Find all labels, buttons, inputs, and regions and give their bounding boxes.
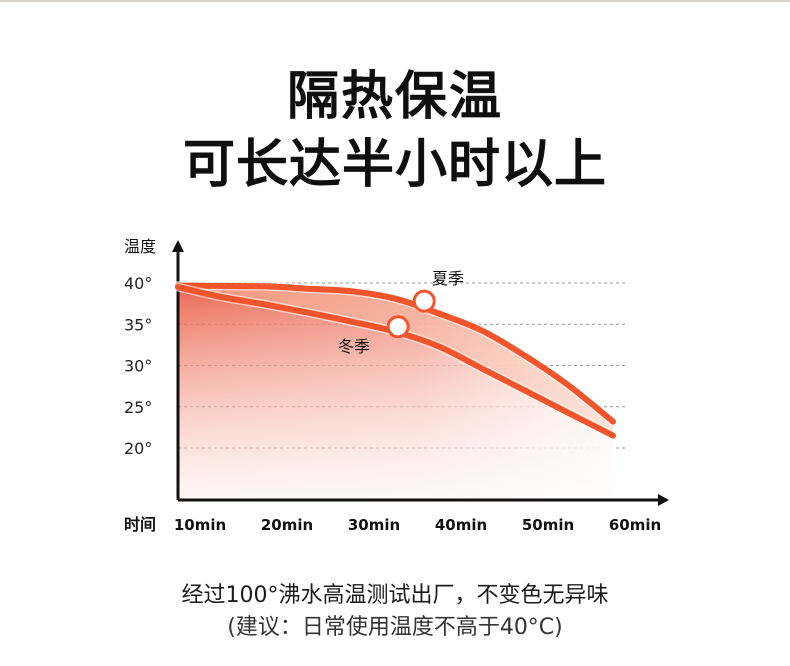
- y-tick-label: 20°: [124, 439, 152, 458]
- summer-label: 夏季: [432, 269, 464, 288]
- headline-line2: 可长达半小时以上: [182, 135, 607, 195]
- summer-line: [175, 282, 616, 425]
- footer-note: 经过100°沸水高温测试出厂，不变色无异味: [181, 583, 609, 608]
- y-tick-label: 35°: [124, 315, 152, 334]
- x-tick-label: 60min: [609, 516, 661, 534]
- x-tick-label: 20min: [261, 516, 313, 534]
- y-axis-arrow: [172, 240, 184, 252]
- y-axis-title: 温度: [124, 237, 156, 256]
- summer-marker: [412, 289, 436, 313]
- x-axis-arrow: [658, 494, 669, 506]
- x-tick-label: 50min: [522, 516, 574, 534]
- winter-label: 冬季: [338, 337, 370, 356]
- x-tick-label: 40min: [435, 516, 487, 534]
- x-tick-label: 30min: [348, 516, 400, 534]
- x-tick-label: 10min: [174, 516, 226, 534]
- y-tick-label: 40°: [124, 274, 152, 293]
- y-tick-label: 25°: [124, 398, 152, 417]
- y-tick-label: 30°: [124, 357, 152, 376]
- x-axis-title: 时间: [124, 515, 156, 534]
- temperature-chart: 40° 35° 30° 25° 20° 10min 20min 30min 40min 50min…: [124, 237, 669, 534]
- winter-marker: [386, 315, 410, 339]
- top-divider: [0, 0, 790, 2]
- headline-line1: 隔热保温: [286, 67, 503, 127]
- area-fade: [178, 285, 613, 500]
- footer-advice: (建议：日常使用温度不高于40°C): [227, 615, 563, 640]
